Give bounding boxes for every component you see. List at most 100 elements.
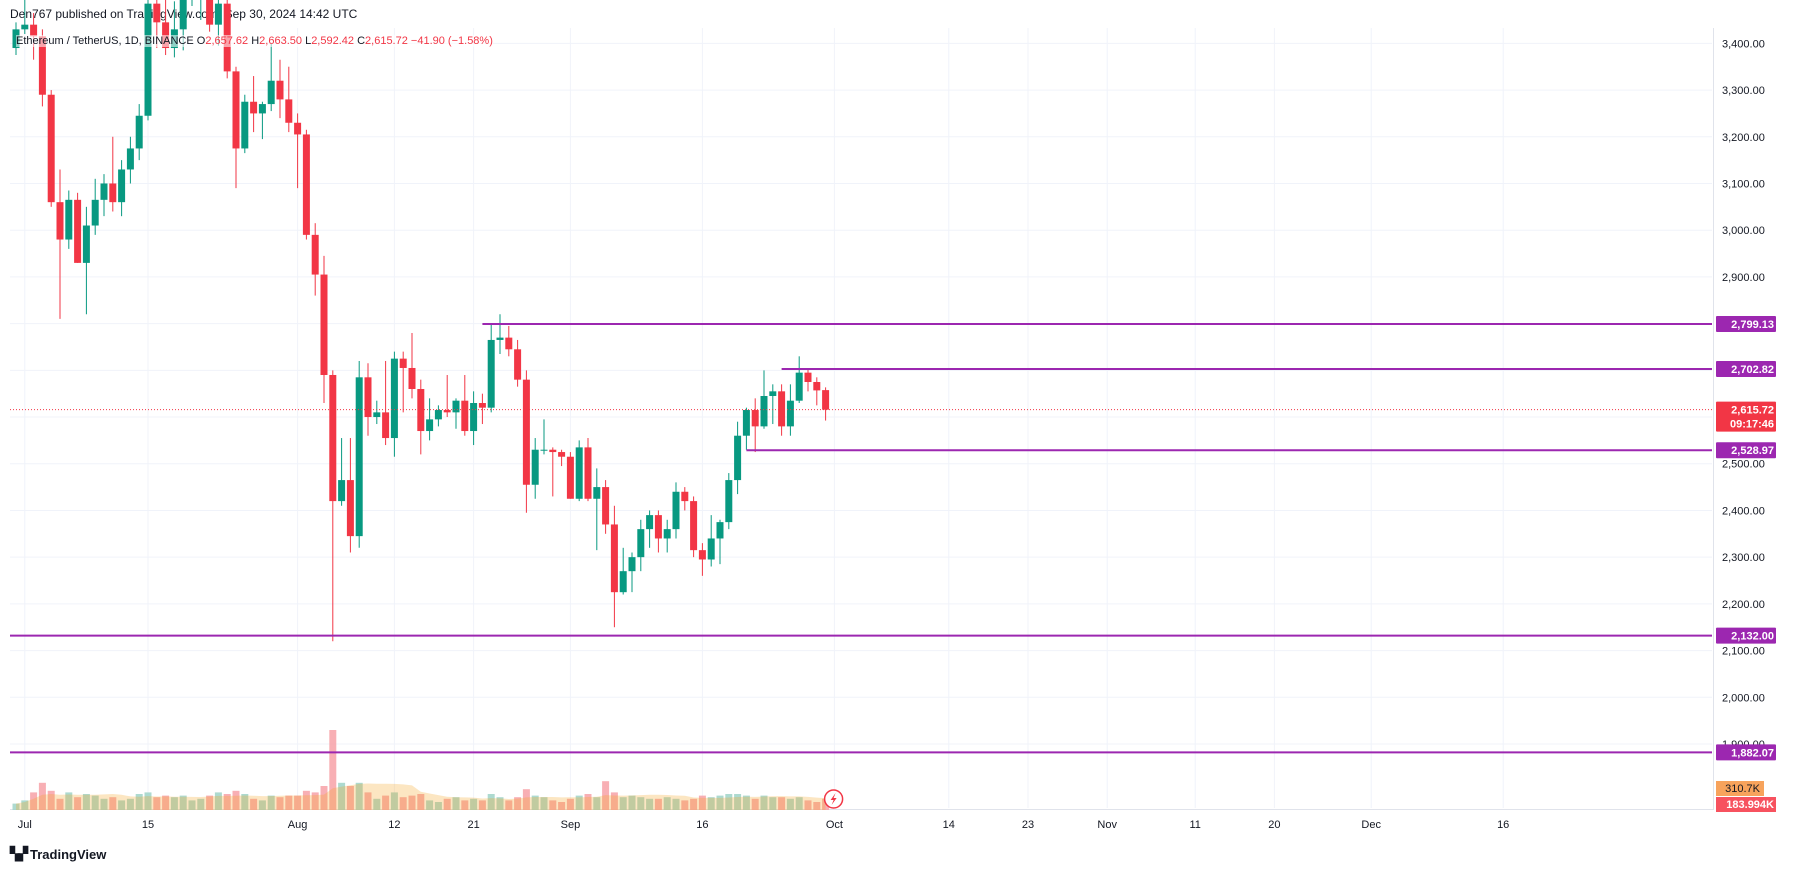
candle-body bbox=[637, 529, 645, 558]
volume-bar bbox=[320, 786, 328, 810]
volume-bar bbox=[549, 800, 557, 810]
level-tag-label: 1,882.07 bbox=[1731, 747, 1774, 759]
volume-bar bbox=[126, 798, 134, 810]
volume-bar bbox=[417, 794, 425, 810]
candle-body bbox=[109, 183, 117, 203]
volume-bar bbox=[390, 792, 398, 810]
candle-body bbox=[663, 529, 671, 539]
candle-body bbox=[549, 449, 557, 453]
volume-bar bbox=[654, 798, 662, 810]
candle-body bbox=[505, 337, 513, 350]
volume-bar bbox=[170, 797, 178, 810]
y-tick-label: 3,200.00 bbox=[1722, 132, 1765, 144]
volume-bar bbox=[434, 802, 442, 810]
volume-bar bbox=[399, 797, 407, 810]
candle-body bbox=[390, 358, 398, 439]
candle-body bbox=[100, 183, 108, 200]
candle-body bbox=[707, 538, 715, 560]
y-tick-label: 3,400.00 bbox=[1722, 38, 1765, 50]
volume-bar bbox=[734, 794, 742, 810]
volume-bar bbox=[144, 792, 152, 810]
volume-bar bbox=[698, 795, 706, 810]
candle-body bbox=[434, 410, 442, 420]
countdown-label: 09:17:46 bbox=[1730, 419, 1774, 431]
x-tick-label: Oct bbox=[826, 819, 843, 831]
candle-body bbox=[346, 480, 354, 537]
candle-body bbox=[364, 377, 372, 418]
volume-bar bbox=[558, 802, 566, 810]
change-value: −41.90 (−1.58%) bbox=[410, 35, 493, 47]
volume-bar bbox=[56, 798, 64, 810]
volume-bar bbox=[188, 800, 196, 810]
volume-bar bbox=[690, 798, 698, 810]
candle-body bbox=[813, 381, 821, 391]
volume-bar bbox=[566, 798, 574, 810]
candle-body bbox=[118, 169, 126, 203]
low-value: 2,592.42 bbox=[311, 35, 355, 47]
candle-body bbox=[250, 101, 258, 114]
chart-frame bbox=[10, 28, 1714, 810]
candle-body bbox=[135, 115, 143, 149]
volume-bar bbox=[452, 797, 460, 810]
volume-bar bbox=[311, 792, 319, 810]
volume-bar bbox=[285, 795, 293, 810]
volume-bar bbox=[496, 797, 504, 810]
y-tick-label: 3,300.00 bbox=[1722, 85, 1765, 97]
volume-bar bbox=[153, 797, 161, 810]
volume-bar bbox=[232, 790, 240, 810]
level-tag bbox=[1716, 316, 1776, 333]
y-tick-label: 2,400.00 bbox=[1722, 505, 1765, 517]
candle-body bbox=[602, 487, 610, 525]
volume-bar bbox=[804, 800, 812, 810]
close-label: C bbox=[357, 35, 366, 47]
candle-body bbox=[531, 449, 539, 485]
volume-bar bbox=[584, 794, 592, 810]
x-tick-label: 12 bbox=[388, 819, 400, 831]
candle-body bbox=[206, 0, 214, 25]
volume-bar bbox=[769, 797, 777, 810]
tradingview-logo[interactable]: ⁠▚▞ TradingView bbox=[10, 846, 106, 862]
candle-body bbox=[470, 403, 478, 432]
candle-body bbox=[373, 412, 381, 418]
high-label: H bbox=[251, 35, 260, 47]
candle-body bbox=[91, 199, 99, 226]
volume-bar bbox=[12, 803, 20, 810]
volume-bar bbox=[364, 792, 372, 810]
volume-bar bbox=[267, 795, 275, 810]
volume-bar bbox=[663, 797, 671, 810]
candle-body bbox=[417, 389, 425, 432]
volume-bar bbox=[478, 800, 486, 810]
volume-bar bbox=[751, 798, 759, 810]
open-value: 2,657.62 bbox=[205, 35, 249, 47]
candle-body bbox=[399, 358, 407, 368]
volume-bar bbox=[214, 792, 222, 810]
candle-body bbox=[65, 199, 73, 240]
level-tag bbox=[1716, 360, 1776, 377]
y-tick-label: 2,100.00 bbox=[1722, 646, 1765, 658]
symbol-legend: Ethereum / TetherUS, 1D, BINANCE O2,657.… bbox=[16, 35, 493, 47]
candle-body bbox=[153, 3, 161, 23]
candle-body bbox=[725, 480, 733, 523]
candle-body bbox=[716, 522, 724, 539]
candle-body bbox=[584, 447, 592, 499]
volume-tag bbox=[1716, 797, 1776, 812]
last-price-label: 2,615.72 bbox=[1731, 405, 1774, 417]
candle-body bbox=[144, 3, 152, 116]
volume-bar bbox=[795, 797, 803, 810]
volume-bar bbox=[329, 730, 337, 810]
y-tick-label: 3,000.00 bbox=[1722, 225, 1765, 237]
candle-body bbox=[38, 36, 46, 95]
volume-bar bbox=[408, 795, 416, 810]
high-value: 2,663.50 bbox=[259, 35, 302, 47]
symbol-name[interactable]: Ethereum / TetherUS, 1D, BINANCE bbox=[16, 35, 194, 47]
candle-body bbox=[214, 3, 222, 25]
candle-body bbox=[558, 452, 566, 457]
level-tag-label: 2,702.82 bbox=[1731, 364, 1774, 376]
x-tick-label: Nov bbox=[1097, 819, 1117, 831]
candle-body bbox=[47, 94, 55, 203]
volume-bar bbox=[100, 798, 108, 810]
candle-body bbox=[487, 339, 495, 408]
volume-bar bbox=[522, 789, 530, 810]
volume-bar bbox=[302, 790, 310, 810]
